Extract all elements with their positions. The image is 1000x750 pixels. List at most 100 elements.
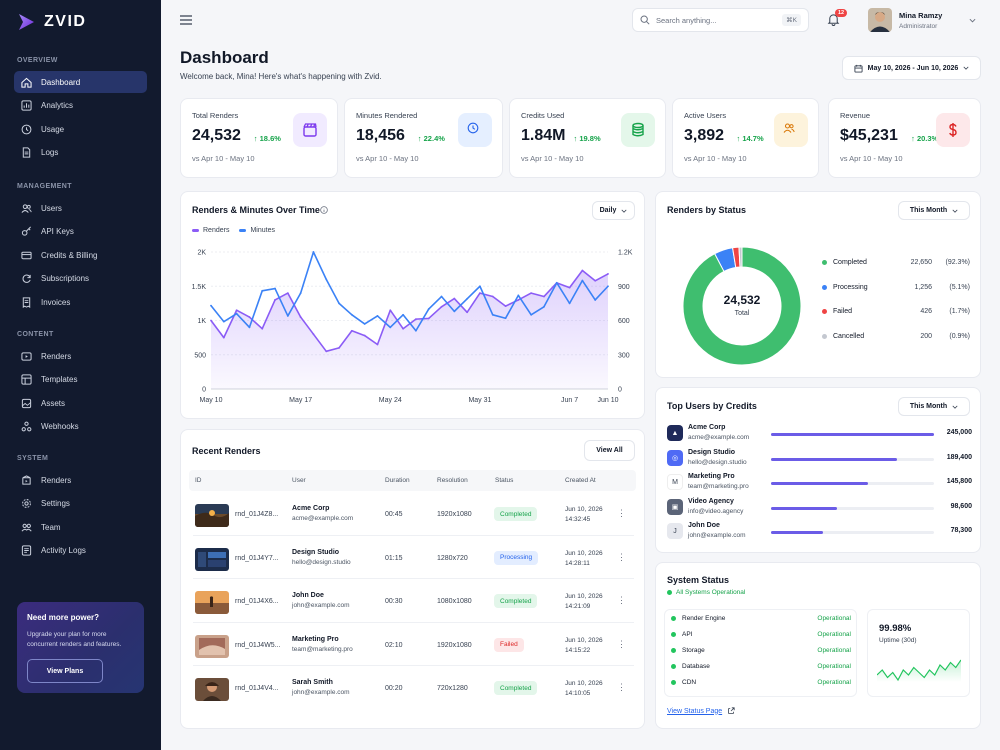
- render-user: Acme Corp acme@example.com: [292, 505, 353, 522]
- service-status-dot: [671, 664, 676, 669]
- top-user-row[interactable]: J John Doe john@example.com 78,300: [667, 522, 972, 544]
- x-tick: May 10: [200, 397, 223, 404]
- minutes-point: [312, 251, 315, 253]
- user-menu[interactable]: Mina Ramzy Administrator: [868, 8, 978, 33]
- table-row[interactable]: rnd_01J4Y7... Design Studio hello@design.s…: [181, 537, 644, 579]
- sidebar-item-label: Webhooks: [41, 422, 79, 431]
- render-id: rnd_01J4Y7...: [235, 554, 279, 562]
- top-user-name: Marketing Pro: [688, 473, 735, 480]
- sidebar-item-api-keys[interactable]: API Keys: [14, 221, 147, 243]
- date-range-picker[interactable]: May 10, 2026 - Jun 10, 2026: [842, 56, 981, 80]
- minutes-point: [479, 285, 481, 288]
- sidebar-item-assets[interactable]: Assets: [14, 392, 147, 414]
- top-user-row[interactable]: ▲ Acme Corp acme@example.com 245,000: [667, 424, 972, 446]
- sidebar-item-team[interactable]: Team: [14, 516, 147, 538]
- sidebar-item-subscriptions[interactable]: Subscriptions: [14, 268, 147, 290]
- sidebar-item-activity-logs[interactable]: Activity Logs: [14, 540, 147, 562]
- top-user-row[interactable]: ◎ Design Studio hello@design.studio 189,400: [667, 449, 972, 471]
- key-icon: [21, 226, 31, 236]
- minutes-point: [338, 302, 340, 305]
- minutes-point: [543, 305, 545, 308]
- sidebar-item-usage[interactable]: Usage: [14, 118, 147, 140]
- sidebar-item-label: Team: [41, 522, 61, 532]
- column-header[interactable]: User: [292, 477, 306, 484]
- recent-renders-title: Recent Renders: [192, 446, 261, 456]
- render-user-name: Design Studio: [292, 548, 340, 556]
- sidebar-item-templates[interactable]: Templates: [14, 369, 147, 391]
- stat-icon-badge: [936, 113, 970, 147]
- service-status: Operational: [817, 615, 851, 622]
- sidebar-item-dashboard[interactable]: Dashboard: [14, 71, 147, 93]
- sidebar-item-renders[interactable]: Renders: [14, 345, 147, 367]
- sidebar-item-analytics[interactable]: Analytics: [14, 95, 147, 117]
- analytics-icon: [21, 100, 32, 111]
- sidebar-item-users[interactable]: Users: [14, 197, 147, 219]
- render-created-at: Jun 10, 2026 14:28:11: [565, 549, 603, 569]
- column-header[interactable]: Created At: [565, 477, 596, 484]
- status-page-link[interactable]: View Status Page: [667, 707, 735, 715]
- renders-point: [607, 273, 609, 275]
- top-user-row[interactable]: ▣ Video Agency info@video.agency 98,600: [667, 498, 972, 520]
- view-plans-button[interactable]: View Plans: [27, 659, 103, 683]
- stat-card-revenue: Revenue $45,231 ↑ 20.3% vs Apr 10 - May 10: [828, 98, 981, 178]
- chevron-down-icon: [621, 209, 627, 213]
- sidebar-item-logs[interactable]: Logs: [14, 142, 147, 164]
- render-user-name: Acme Corp: [292, 505, 330, 512]
- row-actions-icon[interactable]: ⋮: [617, 682, 626, 692]
- sidebar-item-settings[interactable]: Settings: [14, 493, 147, 515]
- minutes-point: [568, 302, 571, 305]
- notifications-button[interactable]: 12: [827, 9, 848, 27]
- activity-icon: [21, 545, 32, 556]
- row-actions-icon[interactable]: ⋮: [617, 595, 626, 605]
- table-row[interactable]: rnd_01J4V4... Sarah Smith john@example.com…: [181, 667, 644, 709]
- view-all-button[interactable]: View All: [584, 440, 635, 461]
- render-thumbnail: [195, 634, 229, 658]
- brand-logo[interactable]: ZVID: [16, 12, 86, 32]
- search-input[interactable]: Search anything...: [656, 15, 717, 25]
- sidebar-item-renders[interactable]: Renders: [14, 469, 147, 491]
- minutes-point: [504, 317, 507, 320]
- sidebar-item-label: Users: [41, 203, 62, 213]
- column-header[interactable]: Resolution: [437, 477, 468, 484]
- top-users-period-select[interactable]: This Month: [898, 397, 970, 416]
- status-period-select[interactable]: This Month: [898, 201, 970, 220]
- minutes-point: [427, 308, 430, 310]
- search-bar[interactable]: Search anything... ⌘K: [632, 8, 809, 32]
- table-row[interactable]: rnd_01J4Z8... Acme Corp acme@example.com 00…: [181, 493, 644, 535]
- sidebar-item-credits-billing[interactable]: Credits & Billing: [14, 244, 147, 266]
- render-id: rnd_01J4V4...: [235, 685, 279, 692]
- renders-point: [235, 309, 238, 312]
- info-icon[interactable]: [320, 206, 328, 214]
- column-header[interactable]: ID: [195, 477, 202, 484]
- row-actions-icon[interactable]: ⋮: [617, 638, 626, 649]
- legend-minutes-label: Minutes: [250, 227, 275, 234]
- period-select[interactable]: Daily: [592, 201, 635, 220]
- sidebar-item-webhooks[interactable]: Webhooks: [14, 416, 147, 438]
- render-date: Jun 10, 2026: [565, 506, 603, 513]
- renders-point: [530, 292, 533, 294]
- gear-icon: [22, 499, 31, 508]
- column-header[interactable]: Status: [495, 477, 514, 484]
- status-page-link-label[interactable]: View Status Page: [667, 707, 723, 715]
- search-icon: [640, 15, 650, 25]
- menu-toggle-icon[interactable]: [180, 15, 192, 25]
- minutes-point: [286, 315, 289, 317]
- legend-label: Cancelled: [833, 332, 865, 340]
- column-header[interactable]: Duration: [385, 477, 410, 484]
- table-row[interactable]: rnd_01J4W5... Marketing Pro team@marketing…: [181, 624, 644, 666]
- row-divider: [193, 621, 634, 623]
- row-actions-icon[interactable]: ⋮: [617, 508, 626, 518]
- top-user-row[interactable]: M Marketing Pro team@marketing.pro 145,800: [667, 473, 972, 495]
- table-row[interactable]: rnd_01J4X6... John Doe john@example.com 00:…: [181, 580, 644, 622]
- uptime-label: Uptime (30d): [879, 637, 917, 644]
- sidebar-item-label: API Keys: [41, 227, 74, 236]
- brand-name: ZVID: [44, 13, 87, 30]
- renders-point: [222, 336, 225, 339]
- nav-section-label: MANAGEMENT: [17, 183, 72, 190]
- sidebar-item-invoices[interactable]: Invoices: [14, 291, 147, 313]
- row-actions-icon[interactable]: ⋮: [617, 551, 626, 562]
- stat-change: ↑ 14.7%: [737, 134, 764, 143]
- render-user: John Doe john@example.com: [292, 592, 350, 609]
- top-users-period-label: This Month: [909, 403, 948, 410]
- stat-change-value: 20.3%: [916, 134, 939, 143]
